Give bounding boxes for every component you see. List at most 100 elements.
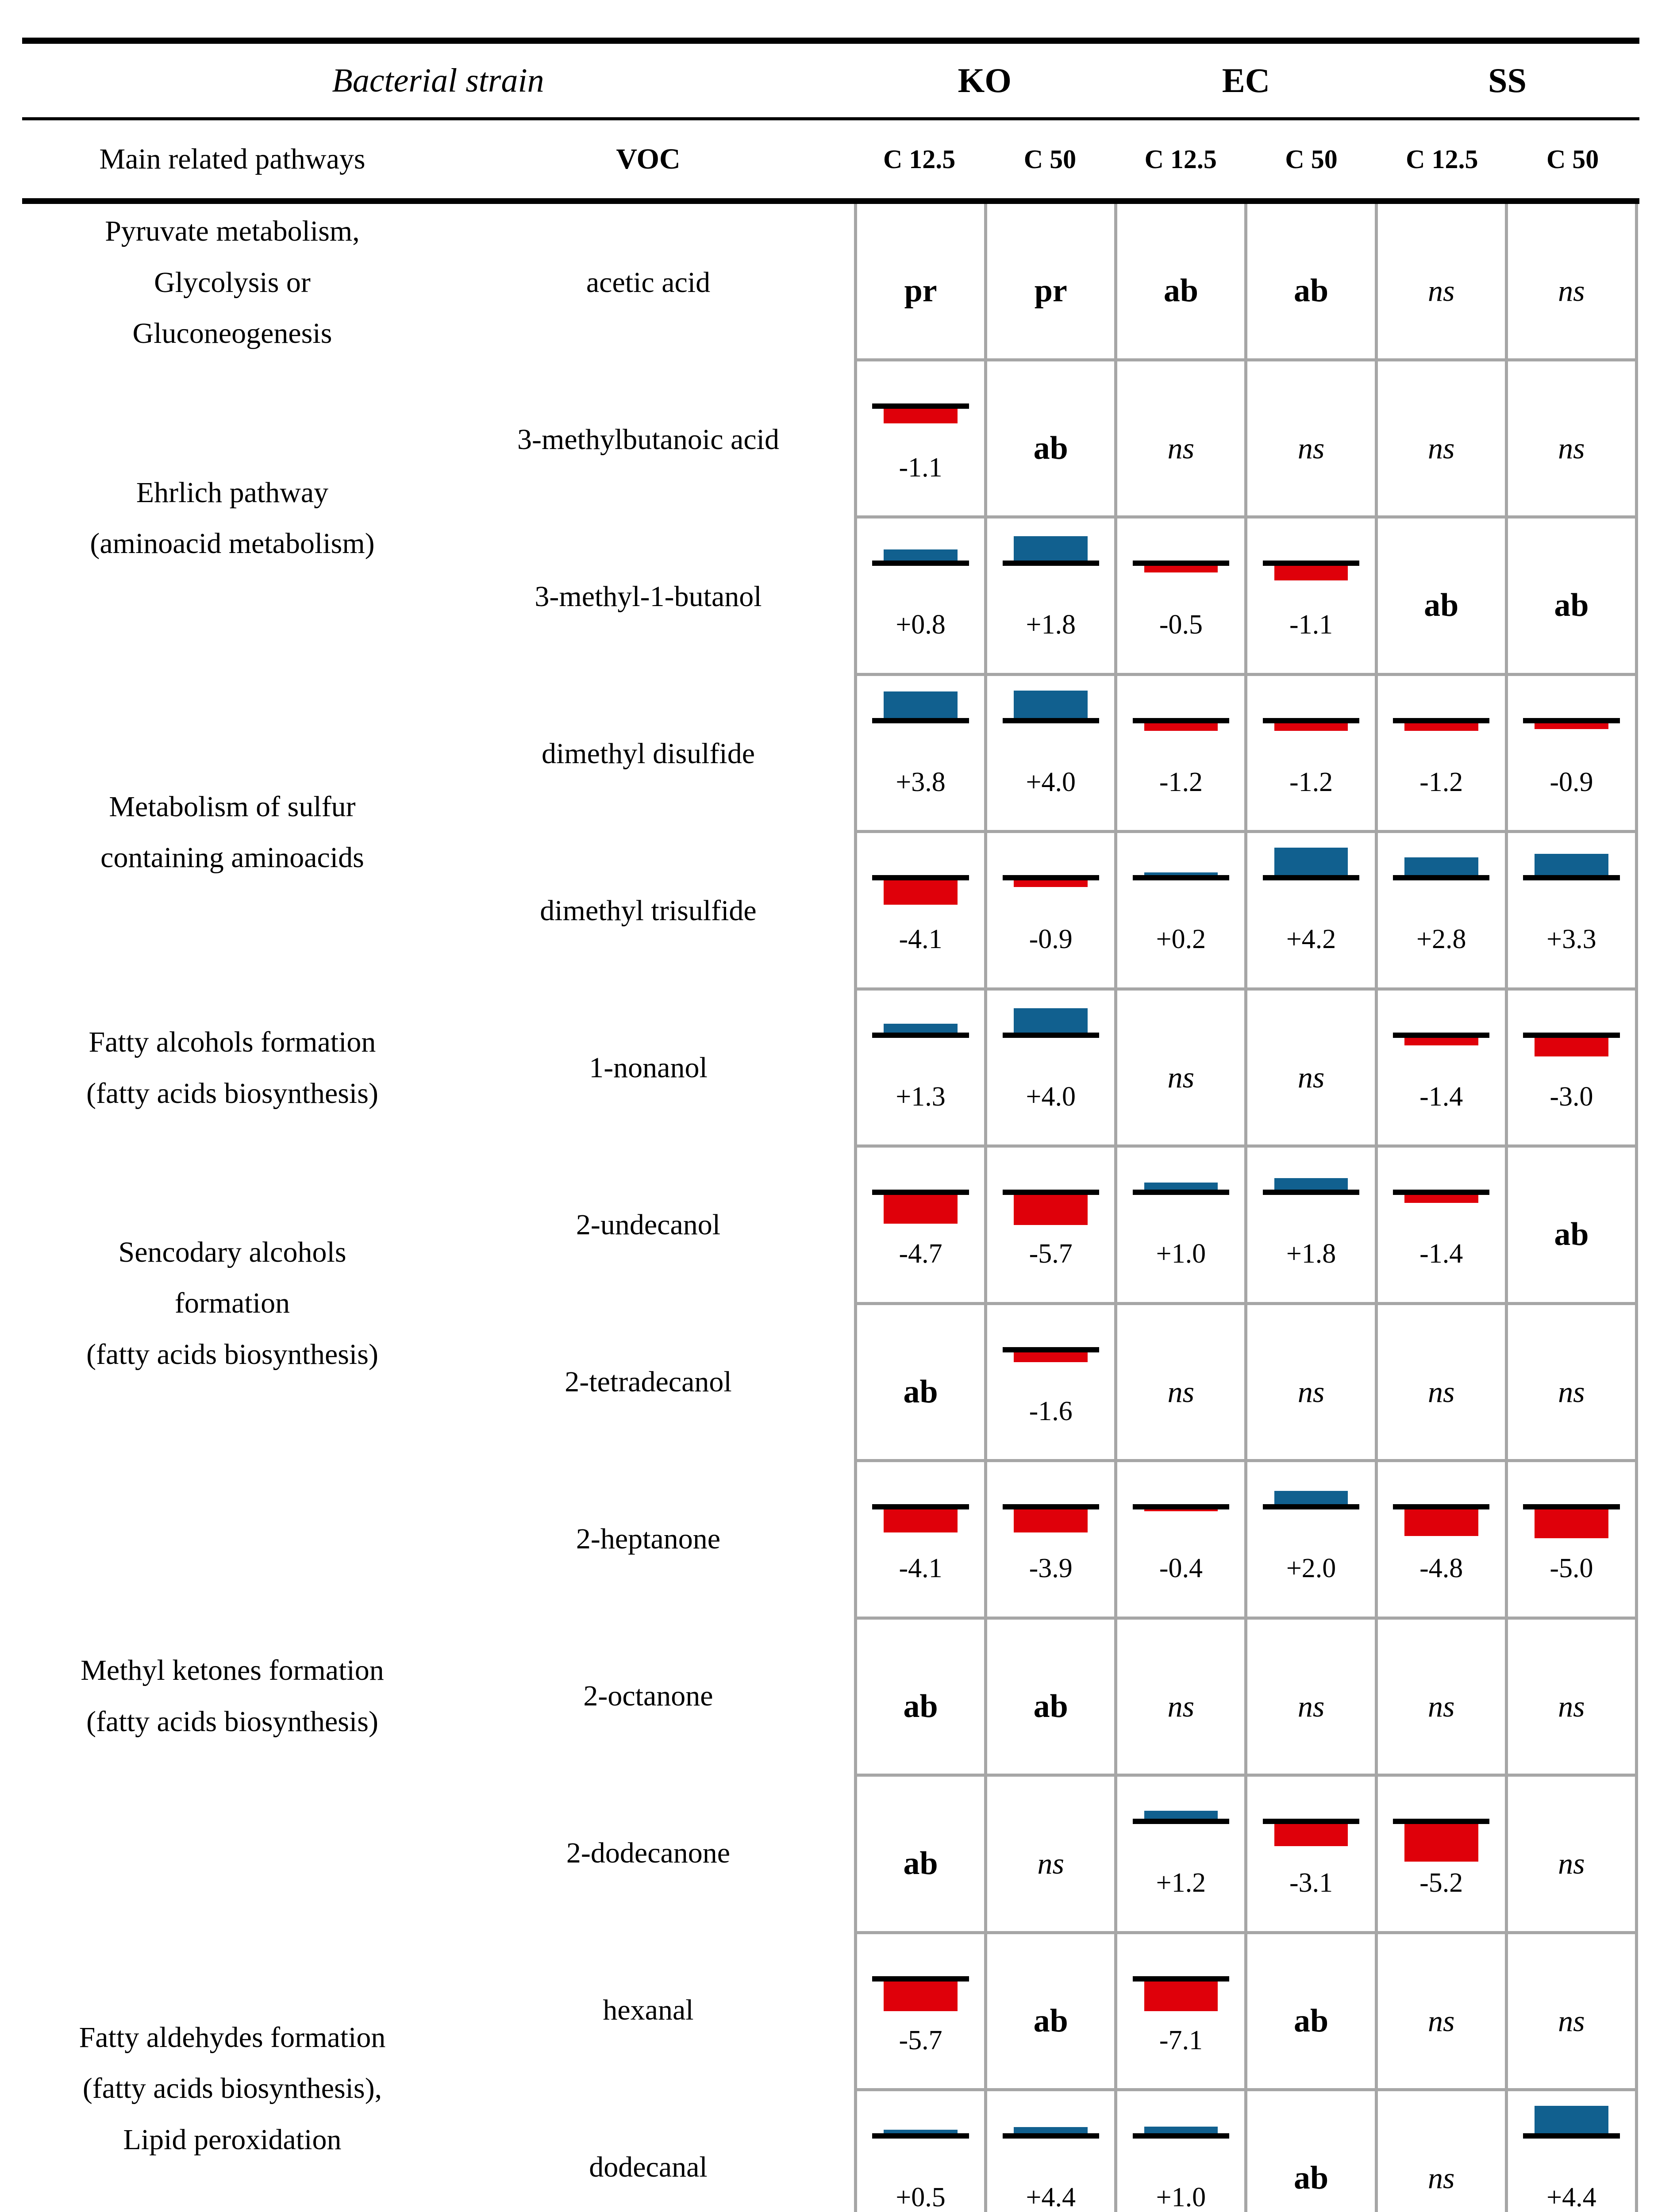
fold-change-value: -1.4 — [1419, 1081, 1463, 1112]
grid-cell-r12-c1: -5.7 — [857, 1934, 985, 2088]
pathway-label: Fatty alcohols formation (fatty acids bi… — [86, 1026, 378, 1110]
significance-mark-ns: ns — [1167, 1060, 1195, 1094]
chart-baseline — [1132, 1976, 1230, 1982]
negative-bar — [1404, 1037, 1478, 1045]
grid-cell-r2-c1: -1.1 — [857, 361, 985, 515]
fold-change-value: -4.7 — [899, 1239, 942, 1269]
grid-cell-r8-c6: ns — [1508, 1305, 1635, 1459]
significance-mark-ab: ab — [1163, 273, 1198, 309]
pathway-label: Sencodary alcohols formation (fatty acid… — [86, 1236, 378, 1371]
voc-label: 3-methylbutanoic acid — [517, 423, 779, 456]
negative-bar — [1274, 566, 1348, 580]
significance-mark-pr: pr — [1034, 273, 1067, 309]
significance-mark-ns: ns — [1297, 1060, 1325, 1094]
chart-baseline — [1262, 1504, 1360, 1509]
grid-cell-r6-c2: +4.0 — [987, 990, 1115, 1144]
significance-mark-ns: ns — [1297, 431, 1325, 465]
chart-baseline — [1393, 718, 1490, 723]
voc-label: 2-octanone — [583, 1679, 713, 1712]
fold-change-value: -0.9 — [1550, 767, 1593, 797]
grid-cell-r2-c4: ns — [1247, 361, 1375, 515]
grid-cell-r13-c3: +1.0 — [1117, 2091, 1245, 2212]
significance-mark-ns: ns — [1297, 1375, 1325, 1409]
significance-mark-ns: ns — [1167, 1689, 1195, 1723]
negative-bar — [1404, 1195, 1478, 1203]
grid-cell-r9-c3: -0.4 — [1117, 1462, 1245, 1617]
chart-baseline — [872, 2133, 969, 2139]
grid-cell-r5-c1: -4.1 — [857, 833, 985, 987]
grid-cell-r9-c1: -4.1 — [857, 1462, 985, 1617]
grid-cell-r3-c3: -0.5 — [1117, 518, 1245, 673]
fold-change-value: +4.4 — [1026, 2182, 1076, 2212]
significance-mark-ns: ns — [1167, 1375, 1195, 1409]
significance-mark-ns: ns — [1428, 1375, 1455, 1409]
negative-bar — [1274, 1824, 1348, 1846]
negative-bar — [884, 1195, 958, 1224]
positive-bar — [1404, 857, 1478, 875]
grid-cell-r10-c2: ab — [987, 1619, 1115, 1774]
chart-baseline — [872, 1976, 969, 1982]
dose-header: C 50 — [1285, 144, 1338, 174]
grid-cell-r13-c1: +0.5 — [857, 2091, 985, 2212]
strain-header-ko: KO — [958, 61, 1012, 100]
chart-baseline — [1002, 718, 1099, 723]
fold-change-value: +1.8 — [1286, 1239, 1336, 1269]
strain-header-ss: SS — [1488, 61, 1527, 100]
voc-strain-table: Bacterial strain KO EC SS Main related pat… — [22, 38, 1639, 2212]
fold-change-value: -5.0 — [1550, 1553, 1593, 1583]
fold-change-value: -1.2 — [1419, 767, 1463, 797]
fold-change-value: +4.4 — [1546, 2182, 1596, 2212]
negative-bar — [884, 408, 958, 423]
significance-mark-ab: ab — [1293, 2160, 1329, 2197]
positive-bar — [1274, 1491, 1348, 1504]
grid-cell-r11-c3: +1.2 — [1117, 1777, 1245, 1931]
grid-cell-r13-c5: ns — [1377, 2091, 1505, 2212]
negative-bar — [1014, 1352, 1088, 1362]
fold-change-value: +1.2 — [1156, 1868, 1206, 1898]
fold-change-value: +4.2 — [1286, 924, 1336, 954]
negative-bar — [1535, 723, 1608, 729]
pathway-label: Metabolism of sulfur containing aminoaci… — [100, 790, 364, 874]
significance-mark-ab: ab — [1554, 1216, 1589, 1253]
data-grid: pr pr ab ab ns ns -1.1 ab ns ns ns ns +0.8 +1.8 -0.5 -1… — [854, 204, 1638, 2212]
voc-label: dimethyl disulfide — [541, 737, 755, 770]
fold-change-value: -3.9 — [1029, 1553, 1073, 1583]
grid-cell-r5-c4: +4.2 — [1247, 833, 1375, 987]
grid-cell-r6-c6: -3.0 — [1508, 990, 1635, 1144]
grid-cell-r2-c5: ns — [1377, 361, 1505, 515]
pathway-label: Methyl ketones formation (fatty acids bi… — [81, 1654, 384, 1738]
chart-baseline — [1523, 2133, 1620, 2139]
fold-change-value: +3.8 — [896, 767, 946, 797]
grid-cell-r11-c6: ns — [1508, 1777, 1635, 1931]
fold-change-value: +0.2 — [1156, 924, 1206, 954]
significance-mark-ns: ns — [1428, 431, 1455, 465]
significance-mark-ns: ns — [1558, 274, 1585, 308]
negative-bar — [884, 1981, 958, 2011]
significance-mark-ns: ns — [1558, 1375, 1585, 1409]
chart-baseline — [872, 1032, 969, 1038]
fold-change-value: -5.7 — [1029, 1239, 1073, 1269]
significance-mark-ab: ab — [1293, 2002, 1329, 2039]
chart-baseline — [1132, 718, 1230, 723]
positive-bar — [1014, 1008, 1088, 1033]
significance-mark-ab: ab — [1033, 2002, 1068, 2039]
fold-change-value: +1.8 — [1026, 610, 1076, 640]
chart-baseline — [1002, 1032, 1099, 1038]
fold-change-value: -0.4 — [1159, 1553, 1203, 1583]
grid-cell-r12-c2: ab — [987, 1934, 1115, 2088]
fold-change-value: -1.2 — [1159, 767, 1203, 797]
fold-change-value: -3.1 — [1289, 1868, 1333, 1898]
positive-bar — [884, 549, 958, 561]
column-header-row: Main related pathways VOC C 12.5 C 50 C 12… — [22, 120, 1639, 198]
significance-mark-ns: ns — [1558, 1689, 1585, 1723]
chart-baseline — [1393, 1819, 1490, 1824]
grid-cell-r10-c1: ab — [857, 1619, 985, 1774]
fold-change-value: -1.4 — [1419, 1239, 1463, 1269]
grid-cell-r9-c5: -4.8 — [1377, 1462, 1505, 1617]
significance-mark-pr: pr — [904, 273, 937, 309]
chart-baseline — [1132, 2133, 1230, 2139]
grid-cell-r8-c2: -1.6 — [987, 1305, 1115, 1459]
pathway-label: Pyruvate metabolism, Glycolysis or Gluco… — [105, 215, 360, 350]
grid-cell-r1-c5: ns — [1377, 204, 1505, 358]
chart-baseline — [1393, 875, 1490, 880]
